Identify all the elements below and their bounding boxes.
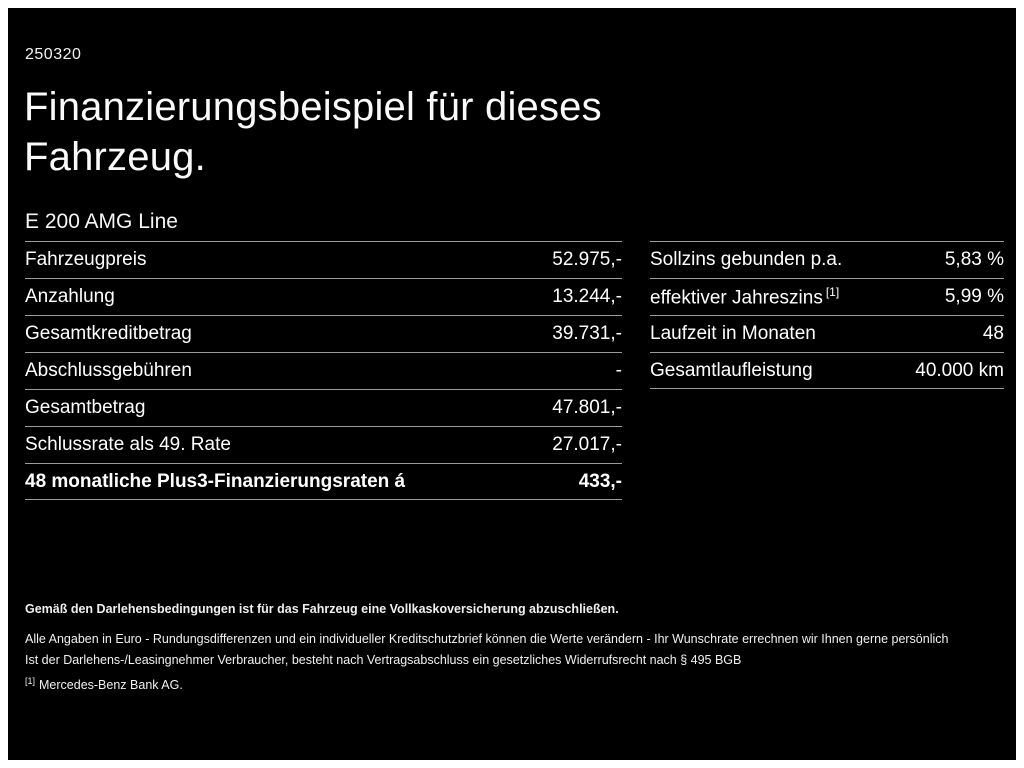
row-label: Sollzins gebunden p.a. xyxy=(650,249,843,270)
table-row: Gesamtkreditbetrag 39.731,- xyxy=(25,315,622,352)
footnote-withdrawal-right: Ist der Darlehens-/Leasingnehmer Verbrau… xyxy=(25,653,742,667)
row-value: 48 xyxy=(982,323,1004,344)
row-value: 433,- xyxy=(578,470,622,492)
reference-number: 250320 xyxy=(25,46,82,63)
footnote-insurance: Gemäß den Darlehensbedingungen ist für d… xyxy=(25,602,619,616)
row-value: 5,83 % xyxy=(944,249,1004,270)
footnote-euro-note: Alle Angaben in Euro - Rundungsdifferenz… xyxy=(25,632,949,646)
row-label: Gesamtkreditbetrag xyxy=(25,323,192,344)
financing-table-left: Fahrzeugpreis 52.975,- Anzahlung 13.244,… xyxy=(25,241,622,500)
row-label: Gesamtlaufleistung xyxy=(650,359,813,381)
row-value: 39.731,- xyxy=(552,323,622,344)
vehicle-model: E 200 AMG Line xyxy=(25,210,178,233)
row-label: Gesamtbetrag xyxy=(25,397,146,418)
table-row: Laufzeit in Monaten 48 xyxy=(650,315,1004,352)
financing-table-right: Sollzins gebunden p.a. 5,83 % effektiver… xyxy=(650,241,1004,389)
row-label: Anzahlung xyxy=(25,286,115,307)
table-row: Schlussrate als 49. Rate 27.017,- xyxy=(25,426,622,463)
row-label: Abschlussgebühren xyxy=(25,360,192,381)
page-title-line2: Fahrzeug. xyxy=(24,135,206,179)
row-value: 5,99 % xyxy=(944,286,1004,307)
footnote-marker: [1] xyxy=(25,676,36,686)
table-row: Sollzins gebunden p.a. 5,83 % xyxy=(650,241,1004,278)
row-value: 40.000 km xyxy=(915,359,1004,381)
footnote-marker: [1] xyxy=(825,284,840,299)
table-row: Anzahlung 13.244,- xyxy=(25,278,622,315)
row-label: Fahrzeugpreis xyxy=(25,249,147,270)
table-row-monthly-rate: 48 monatliche Plus3-Finanzierungsraten á… xyxy=(25,463,622,500)
row-value: - xyxy=(615,360,622,381)
page-title: Finanzierungsbeispiel für dieses Fahrzeu… xyxy=(24,82,602,182)
row-value: 52.975,- xyxy=(552,249,622,270)
table-row: Gesamtlaufleistung 40.000 km xyxy=(650,352,1004,389)
row-value: 27.017,- xyxy=(552,434,622,455)
row-label: Schlussrate als 49. Rate xyxy=(25,434,231,455)
table-row: effektiver Jahreszins [1] 5,99 % xyxy=(650,278,1004,315)
row-label: Laufzeit in Monaten xyxy=(650,323,816,344)
table-row: Fahrzeugpreis 52.975,- xyxy=(25,241,622,278)
row-value: 13.244,- xyxy=(552,286,622,307)
footnote-bank: [1] Mercedes-Benz Bank AG. xyxy=(25,676,1000,692)
legal-footnotes: Gemäß den Darlehensbedingungen ist für d… xyxy=(25,602,1000,692)
row-label: 48 monatliche Plus3-Finanzierungsraten á xyxy=(25,470,406,492)
table-row: Gesamtbetrag 47.801,- xyxy=(25,389,622,426)
row-value: 47.801,- xyxy=(552,397,622,418)
financing-offer-panel: 250320 Finanzierungsbeispiel für dieses … xyxy=(8,8,1016,760)
page-title-line1: Finanzierungsbeispiel für dieses xyxy=(24,85,602,129)
footnote-bank-text: Mercedes-Benz Bank AG. xyxy=(39,678,183,693)
table-row: Abschlussgebühren - xyxy=(25,352,622,389)
row-label: effektiver Jahreszins [1] xyxy=(650,284,840,309)
